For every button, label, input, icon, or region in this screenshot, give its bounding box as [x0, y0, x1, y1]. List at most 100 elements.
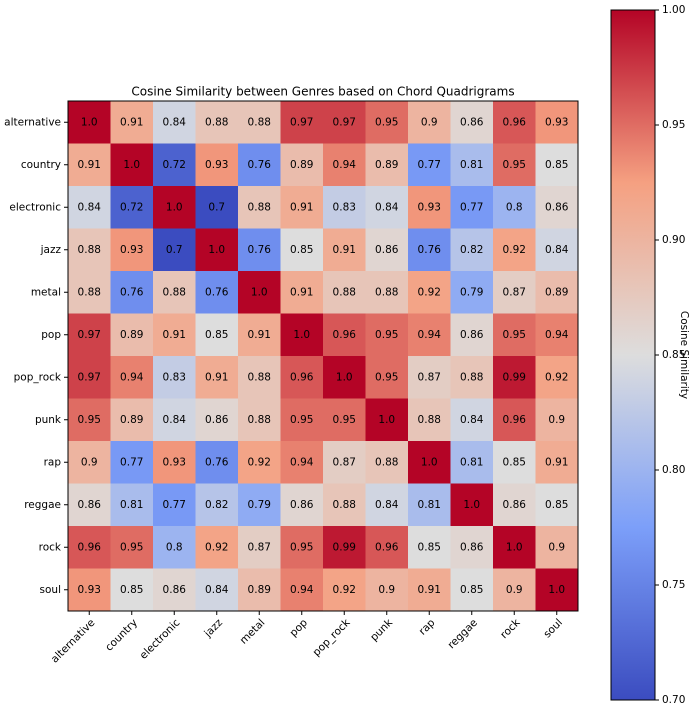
cell-label: 0.96 [290, 371, 314, 383]
heatmap-cell [535, 101, 579, 144]
cell-label: 0.96 [333, 329, 357, 341]
heatmap-cell [450, 271, 494, 314]
cell-label: 0.85 [418, 541, 441, 553]
heatmap-cell [323, 143, 366, 187]
x-tick-label: rock [498, 616, 523, 641]
heatmap-cell [365, 526, 409, 569]
x-tick-label: alternative [49, 617, 98, 666]
heatmap-cell [68, 441, 111, 484]
heatmap-cell [110, 271, 154, 314]
heatmap-cell [365, 186, 409, 229]
cell-label: 0.84 [375, 201, 399, 213]
heatmap-cell [195, 186, 239, 229]
heatmap-cell [493, 441, 536, 484]
heatmap-cell [493, 483, 536, 527]
heatmap-cell [280, 441, 324, 484]
cell-label: 0.97 [78, 329, 101, 341]
cell-label: 0.92 [333, 584, 356, 596]
cell-label: 0.84 [375, 499, 399, 511]
cell-label: 0.86 [205, 414, 229, 426]
x-tick-label: country [103, 617, 140, 654]
heatmap-cell [450, 313, 494, 357]
cell-label: 0.88 [205, 116, 228, 128]
cell-label: 0.95 [503, 329, 526, 341]
heatmap-cell [493, 143, 536, 187]
cell-label: 0.88 [248, 414, 271, 426]
heatmap-cell [408, 526, 451, 569]
cell-label: 0.89 [545, 286, 568, 298]
cell-label: 0.85 [290, 244, 313, 256]
heatmap-cell [280, 356, 324, 399]
cell-label: 0.86 [460, 329, 484, 341]
heatmap-cell [110, 356, 154, 399]
cell-label: 1.0 [548, 584, 565, 596]
heatmap-cell [280, 398, 324, 442]
cell-label: 0.88 [248, 116, 271, 128]
heatmap-cell [195, 483, 239, 527]
cell-label: 0.97 [290, 116, 313, 128]
x-tick-label: pop [288, 617, 311, 640]
heatmap-cell [535, 483, 579, 527]
heatmap-cell [493, 228, 536, 272]
heatmap-cell [153, 313, 196, 357]
cell-label: 0.93 [545, 116, 568, 128]
heatmap-cell [68, 568, 111, 612]
cell-label: 0.76 [205, 456, 229, 468]
heatmap-cell [68, 186, 111, 229]
heatmap-cell [153, 398, 196, 442]
cell-label: 0.99 [333, 541, 356, 553]
colorbar-tick-label: 0.75 [662, 579, 685, 591]
heatmap-cell [110, 526, 154, 569]
heatmap-cell [280, 101, 324, 144]
cell-label: 0.88 [163, 286, 186, 298]
heatmap-cell [110, 101, 154, 144]
cell-label: 0.91 [290, 201, 313, 213]
colorbar [610, 9, 656, 701]
x-tick-label: pop_rock [311, 616, 354, 659]
cell-label: 0.95 [120, 541, 143, 553]
cell-label: 0.87 [248, 541, 271, 553]
heatmap-cell [238, 398, 281, 442]
heatmap-cell [68, 143, 111, 187]
y-tick-label: country [21, 159, 61, 171]
cell-label: 0.9 [378, 584, 395, 596]
heatmap-cell [450, 483, 494, 527]
cell-label: 0.85 [120, 584, 143, 596]
heatmap-cell [535, 271, 579, 314]
heatmap-cell [68, 398, 111, 442]
heatmap-cell [450, 356, 494, 399]
heatmap-cell [408, 313, 451, 357]
heatmap-cell [408, 356, 451, 399]
plot-frame [67, 100, 579, 612]
heatmap-cell [408, 228, 451, 272]
cell-label: 0.96 [375, 541, 399, 553]
cell-label: 0.9 [81, 456, 98, 468]
cell-label: 0.7 [166, 244, 183, 256]
heatmap-cell [408, 483, 451, 527]
cell-label: 0.86 [545, 201, 569, 213]
heatmap-cell [280, 271, 324, 314]
heatmap-cell [408, 143, 451, 187]
heatmap-cell [408, 568, 451, 612]
x-tick-label: electronic [138, 617, 183, 662]
cell-label: 0.95 [375, 329, 398, 341]
heatmap-cell [493, 186, 536, 229]
colorbar-label: Cosine Similarity [678, 311, 690, 399]
heatmap-cell [195, 441, 239, 484]
cell-label: 0.93 [418, 201, 441, 213]
heatmap-cell [238, 271, 281, 314]
heatmap-cell [238, 313, 281, 357]
cell-label: 0.85 [205, 329, 228, 341]
heatmap-cell [493, 356, 536, 399]
y-tick-label: jazz [40, 244, 62, 256]
cell-label: 0.93 [205, 159, 228, 171]
heatmap-cell [238, 356, 281, 399]
cell-label: 1.0 [293, 329, 310, 341]
cell-label: 0.79 [460, 286, 483, 298]
y-tick-label: punk [35, 414, 62, 426]
cell-label: 0.8 [506, 201, 523, 213]
cell-label: 0.86 [163, 584, 187, 596]
heatmap-cell [195, 101, 239, 144]
heatmap-cell [535, 398, 579, 442]
